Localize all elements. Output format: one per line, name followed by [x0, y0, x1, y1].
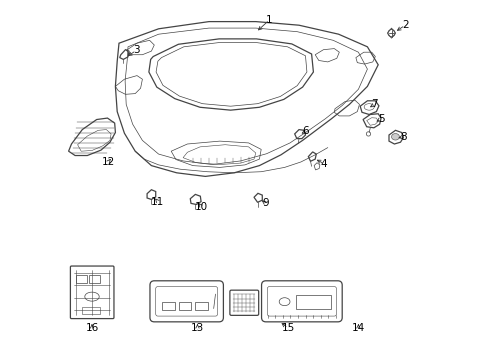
Text: 10: 10	[195, 202, 208, 212]
Bar	[82, 307, 100, 314]
Bar	[90, 275, 100, 283]
Text: 6: 6	[302, 126, 309, 136]
Bar	[296, 295, 331, 309]
Text: 12: 12	[101, 157, 115, 167]
Text: 16: 16	[85, 323, 98, 333]
Text: 4: 4	[321, 159, 327, 169]
Bar	[196, 302, 208, 310]
Text: 1: 1	[266, 15, 273, 25]
Text: 9: 9	[263, 198, 269, 208]
Bar	[179, 302, 192, 310]
Text: 7: 7	[371, 99, 378, 109]
Text: 15: 15	[282, 323, 295, 333]
Text: 13: 13	[191, 323, 204, 333]
Text: 8: 8	[400, 132, 407, 142]
Bar	[162, 302, 175, 310]
Text: 11: 11	[151, 197, 165, 207]
Text: 3: 3	[133, 45, 140, 55]
Text: 2: 2	[402, 20, 409, 30]
Ellipse shape	[392, 134, 399, 140]
Text: 5: 5	[378, 114, 384, 124]
Bar	[76, 275, 87, 283]
Text: 14: 14	[352, 323, 365, 333]
